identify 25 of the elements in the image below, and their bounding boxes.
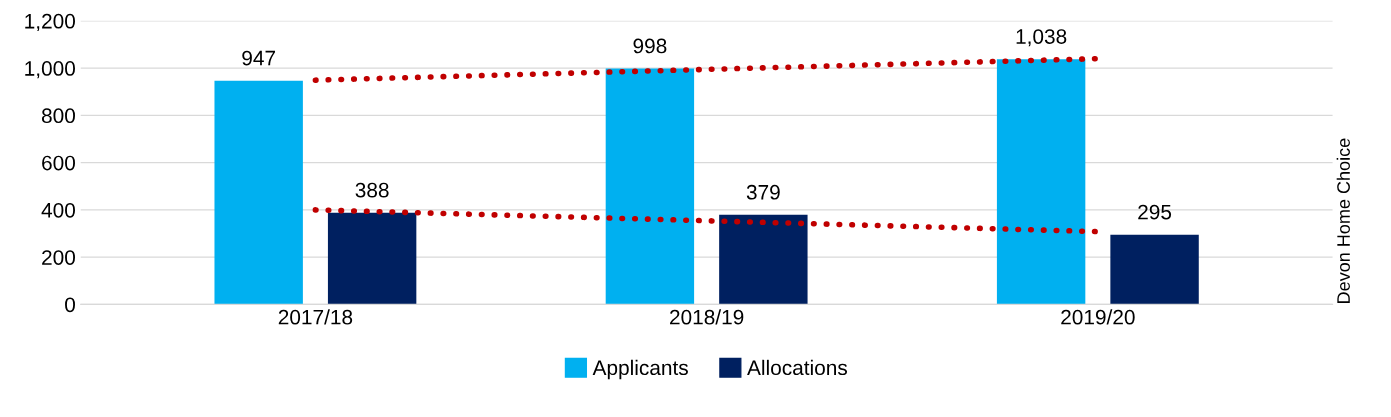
x-tick-label: 2019/20: [1061, 309, 1135, 325]
x-tick-label: 2017/18: [278, 309, 353, 325]
y-tick-label: 1,200: [25, 13, 76, 32]
data-label: 1,038: [1016, 29, 1067, 47]
y-tick-label: 200: [42, 250, 76, 265]
bar: [719, 214, 808, 305]
data-label: 295: [1138, 204, 1172, 220]
y-tick-label: 0: [65, 297, 75, 313]
bar: [1110, 234, 1199, 305]
data-label: 998: [633, 38, 667, 54]
bar: [996, 59, 1086, 305]
data-label: 388: [355, 182, 389, 198]
bar: [327, 212, 417, 305]
y-tick-label: 400: [41, 202, 76, 218]
legend-label: Applicants: [592, 359, 688, 380]
legend-label: Allocations: [747, 359, 848, 376]
y-tick-label: 1,000: [25, 61, 76, 79]
y-tick-label: 600: [42, 155, 76, 171]
x-tick-label: 2018/19: [670, 309, 744, 325]
bar: [605, 68, 695, 305]
bar: [214, 80, 303, 305]
text: Devon Home Choice: [1336, 138, 1350, 303]
data-label: 379: [746, 184, 780, 200]
data-label: 947: [242, 50, 276, 66]
y-tick-label: 800: [41, 108, 76, 124]
